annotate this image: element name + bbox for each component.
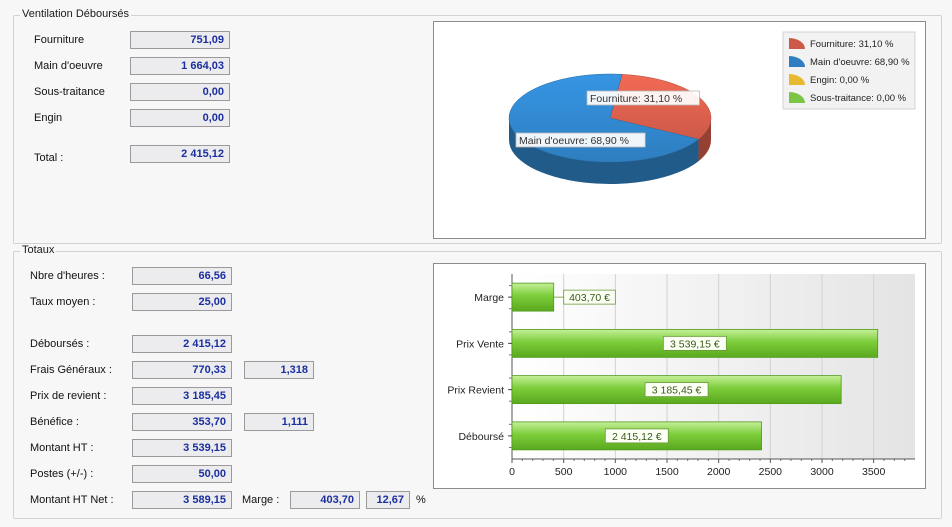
postes-label: Postes (+/-) :	[30, 468, 94, 480]
legend-swatch	[789, 92, 805, 103]
x-tick-label: 0	[509, 466, 515, 478]
prix-revient-label: Prix de revient :	[30, 390, 107, 402]
taux-value[interactable]: 25,00	[132, 293, 232, 311]
legend-item: Fourniture: 31,10 %	[789, 38, 894, 50]
pie-slice-fourniture[interactable]	[609, 74, 712, 140]
legend-label: Sous-traitance: 0,00 %	[810, 93, 907, 104]
bar-data-label: 403,70 €	[553, 289, 616, 305]
category-label: Marge	[474, 292, 504, 304]
frais-label: Frais Généraux :	[30, 364, 112, 376]
legend-item: Sous-traitance: 0,00 %	[789, 92, 907, 104]
x-tick-label: 1500	[655, 466, 679, 478]
prix-revient-value[interactable]: 3 185,45	[132, 387, 232, 405]
ventilation-group: Ventilation Déboursés	[13, 8, 942, 244]
pie-chart: Fourniture: 31,10 % Main d'oeuvre: 68,90 …	[508, 31, 916, 184]
fourniture-label: Fourniture	[34, 34, 85, 46]
pie-side-1	[509, 118, 699, 184]
postes-value[interactable]: 50,00	[132, 465, 232, 483]
legend-label: Fourniture: 31,10 %	[810, 39, 894, 50]
svg-text:3 185,45 €: 3 185,45 €	[652, 385, 702, 397]
benefice-label: Bénéfice :	[30, 416, 79, 428]
heures-label: Nbre d'heures :	[30, 270, 105, 282]
fourniture-value[interactable]: 751,09	[130, 31, 230, 49]
category-label: Déboursé	[458, 431, 504, 443]
bar-data-label: 3 539,15 €	[662, 335, 727, 351]
x-tick-label: 500	[555, 466, 573, 478]
engin-label: Engin	[34, 112, 63, 124]
marge-label: Marge :	[242, 494, 280, 506]
marge-pct-value[interactable]: 12,67	[366, 491, 410, 509]
pie-data-label: Main d'oeuvre: 68,90 %	[515, 132, 646, 148]
bar-data-label: 3 185,45 €	[644, 382, 709, 398]
legend-swatch	[789, 56, 805, 67]
legend-swatch	[789, 74, 805, 85]
sous-traitance-label: Sous-traitance	[34, 86, 105, 98]
pie-chart-panel: Fourniture: 31,10 % Main d'oeuvre: 68,90 …	[433, 21, 926, 239]
pie-data-label: Fourniture: 31,10 %	[586, 90, 700, 106]
frais-coef[interactable]: 1,318	[244, 361, 314, 379]
total-label: Total :	[34, 152, 64, 164]
benefice-value[interactable]: 353,70	[132, 413, 232, 431]
x-tick-label: 3500	[862, 466, 886, 478]
svg-text:Main d'oeuvre: 68,90 %: Main d'oeuvre: 68,90 %	[519, 135, 629, 147]
legend-item: Main d'oeuvre: 68,90 %	[789, 56, 910, 68]
debourses-value[interactable]: 2 415,12	[132, 335, 232, 353]
legend-label: Engin: 0,00 %	[810, 75, 870, 86]
legend-swatch	[789, 38, 805, 49]
category-label: Prix Vente	[456, 338, 504, 350]
svg-text:Fourniture: 31,10 %: Fourniture: 31,10 %	[590, 93, 682, 105]
engin-value[interactable]: 0,00	[130, 109, 230, 127]
bar-chart-panel: 0 500 1000 1500 2000 2500 3000 3500 Marge 403,70 …	[433, 263, 926, 489]
heures-value[interactable]: 66,56	[132, 267, 232, 285]
taux-label: Taux moyen :	[30, 296, 96, 308]
legend-label: Main d'oeuvre: 68,90 %	[810, 57, 910, 68]
svg-text:3 539,15 €: 3 539,15 €	[670, 338, 720, 350]
legend-item: Engin: 0,00 %	[789, 74, 870, 86]
svg-text:2 415,12 €: 2 415,12 €	[612, 431, 662, 443]
frais-value[interactable]: 770,33	[132, 361, 232, 379]
total-value[interactable]: 2 415,12	[130, 145, 230, 163]
pie-legend: Fourniture: 31,10 % Main d'oeuvre: 68,90 …	[782, 31, 916, 110]
x-tick-label: 2000	[707, 466, 731, 478]
montant-ht-net-label: Montant HT Net :	[30, 494, 114, 506]
x-tick-label: 1000	[604, 466, 628, 478]
pie-side	[509, 118, 711, 184]
bar-chart: 0 500 1000 1500 2000 2500 3000 3500 Marge 403,70 …	[447, 274, 915, 478]
sous-traitance-value[interactable]: 0,00	[130, 83, 230, 101]
pie-side-0	[698, 118, 711, 162]
montant-ht-net-value[interactable]: 3 589,15	[132, 491, 232, 509]
category-label: Prix Revient	[447, 385, 504, 397]
x-tick-label: 3000	[810, 466, 834, 478]
x-tick-label: 2500	[759, 466, 783, 478]
montant-ht-value[interactable]: 3 539,15	[132, 439, 232, 457]
svg-text:403,70 €: 403,70 €	[569, 292, 610, 304]
benefice-coef[interactable]: 1,111	[244, 413, 314, 431]
bar-0[interactable]	[511, 282, 555, 312]
main-oeuvre-label: Main d'oeuvre	[34, 60, 103, 72]
percent-sign: %	[416, 494, 426, 506]
bar-data-label: 2 415,12 €	[604, 428, 669, 444]
ventilation-title: Ventilation Déboursés	[20, 8, 132, 20]
totaux-title: Totaux	[20, 244, 57, 256]
totaux-group: Totaux	[13, 244, 942, 519]
marge-value[interactable]: 403,70	[290, 491, 360, 509]
montant-ht-label: Montant HT :	[30, 442, 94, 454]
debourses-label: Déboursés :	[30, 338, 90, 350]
main-oeuvre-value[interactable]: 1 664,03	[130, 57, 230, 75]
